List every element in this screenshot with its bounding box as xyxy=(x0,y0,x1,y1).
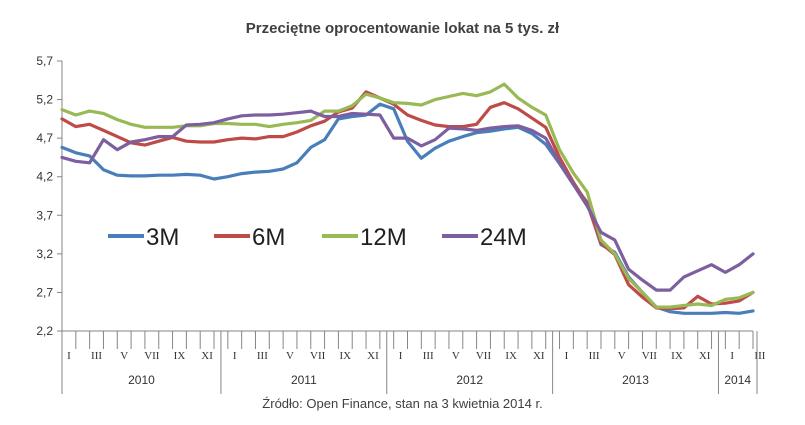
series-line-24m xyxy=(60,109,755,292)
y-tick-label: 5,7 xyxy=(36,54,53,68)
y-axis: 2,2 2,7 3,2 3,7 4,2 4,7 5,2 5,7 xyxy=(36,54,63,338)
year-label: 2011 xyxy=(291,373,317,387)
month-label: IX xyxy=(671,350,683,362)
source-note: Źródło: Open Finance, stan na 3 kwietnia… xyxy=(262,396,543,411)
month-label: V xyxy=(120,350,128,362)
legend-label-24m: 24M xyxy=(480,224,527,251)
y-tick-label: 5,2 xyxy=(36,93,53,107)
year-label: 2012 xyxy=(456,373,483,387)
legend: 3M 6M 12M 24M xyxy=(108,224,527,251)
series-lines xyxy=(60,82,755,315)
month-label: IX xyxy=(505,350,517,362)
month-label: XI xyxy=(201,350,213,362)
y-tick-label: 4,2 xyxy=(36,170,53,184)
series-line-6m xyxy=(60,90,755,311)
month-label: V xyxy=(618,350,626,362)
year-label: 2010 xyxy=(128,373,155,387)
month-label: III xyxy=(257,350,268,362)
y-tick-label: 4,7 xyxy=(36,131,53,145)
month-label: I xyxy=(399,350,403,362)
legend-label-12m: 12M xyxy=(360,224,407,251)
month-label: XI xyxy=(699,350,711,362)
month-label: VII xyxy=(476,350,492,362)
y-tick-label: 2,7 xyxy=(36,285,53,299)
month-label: III xyxy=(91,350,102,362)
year-label: 2013 xyxy=(622,373,649,387)
series-line-12m xyxy=(60,82,755,309)
month-label: I xyxy=(730,350,734,362)
month-label: I xyxy=(233,350,237,362)
month-label: V xyxy=(286,350,294,362)
month-label: I xyxy=(67,350,71,362)
month-label: V xyxy=(452,350,460,362)
month-label: III xyxy=(423,350,434,362)
month-label: XI xyxy=(533,350,545,362)
month-label: VII xyxy=(310,350,326,362)
month-label: IX xyxy=(340,350,352,362)
month-label: I xyxy=(565,350,569,362)
legend-label-3m: 3M xyxy=(146,224,179,251)
month-label: III xyxy=(754,350,765,362)
month-label: XI xyxy=(367,350,379,362)
month-label: IX xyxy=(174,350,186,362)
y-tick-label: 3,2 xyxy=(36,247,53,261)
chart-title: Przeciętne oprocentowanie lokat na 5 tys… xyxy=(245,20,560,37)
legend-label-6m: 6M xyxy=(252,224,285,251)
year-label: 2014 xyxy=(724,373,751,387)
month-label: VII xyxy=(642,350,658,362)
month-label: III xyxy=(589,350,600,362)
y-tick-label: 2,2 xyxy=(36,324,53,338)
y-tick-label: 3,7 xyxy=(36,208,53,222)
month-label: VII xyxy=(144,350,160,362)
